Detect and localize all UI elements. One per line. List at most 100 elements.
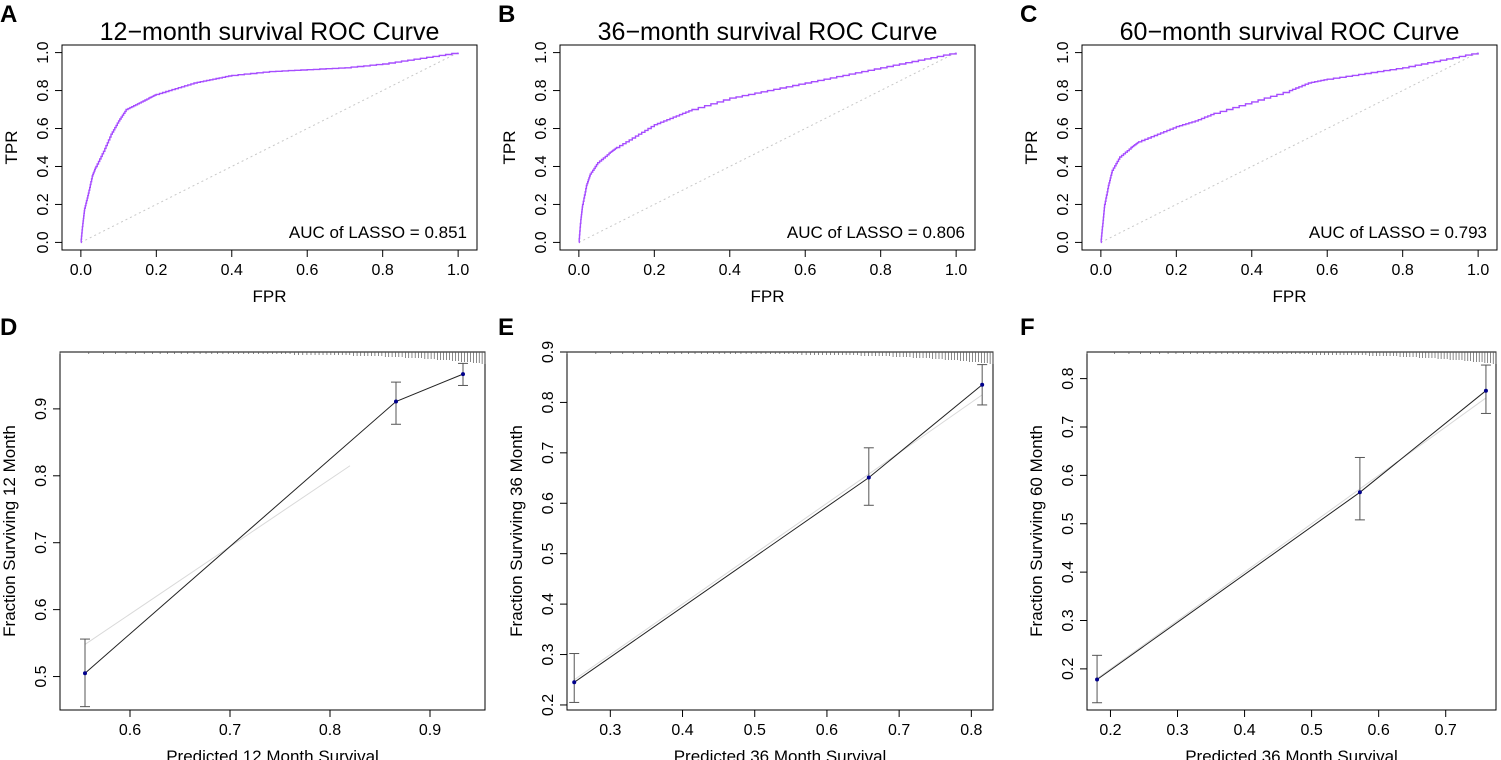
panel-a: A 12−month survival ROC Curve 0.0 0.2 0.4 0.6… [0,1,478,306]
y-tick-label: 1.0 [35,41,52,63]
x-tick-label: 0.4 [719,262,741,279]
calibration-line [84,373,464,674]
panel-e: E 0.3 0.4 0.5 0.6 0.7 0.8 0.2 0.3 0.4 0.5 0.6 0.7 0.8… [498,314,994,760]
x-axis-label: Predicted 36 Month Survival [674,747,887,760]
calibration-point [1357,490,1362,495]
y-tick-label: 0.2 [533,193,550,215]
y-tick-label: 0.6 [533,117,550,139]
roc-curve [80,52,459,244]
rug-marks [566,352,994,364]
y-tick-label: 0.4 [533,155,550,177]
x-tick-label: 0.8 [870,262,892,279]
x-axis-label: Predicted 36 Month Survival [1185,747,1398,760]
calibration-point [866,475,871,480]
y-axis-label: Fraction Surviving 12 Month [0,425,19,637]
plot-frame [1081,44,1498,251]
y-tick-label: 0.8 [533,79,550,101]
rug-marks [1086,352,1497,364]
y-tick-label: 0.6 [33,598,50,620]
y-tick-label: 0.4 [35,155,52,177]
panel-letter: F [1020,314,1035,341]
calibration-line [573,384,983,683]
x-tick-label: 0.2 [1099,722,1121,739]
x-axis-label: Predicted 12 Month Survival [166,747,379,760]
y-tick-label: 0.2 [35,193,52,215]
y-tick-label: 1.0 [533,41,550,63]
y-tick-label: 0.6 [35,117,52,139]
chart-title: 36−month survival ROC Curve [598,18,938,46]
y-tick-label: 1.0 [1055,41,1072,63]
chance-line [80,52,459,243]
x-tick-label: 0.6 [816,722,838,739]
panel-letter: E [498,314,514,341]
y-tick-label: 0.0 [1055,231,1072,253]
y-tick-label: 0.9 [540,341,557,363]
y-tick-label: 0.0 [533,231,550,253]
calibration-point [83,671,87,676]
rug-marks [59,352,486,364]
x-tick-label: 0.0 [568,262,590,279]
calibration-point [572,680,577,685]
x-tick-label: 0.6 [119,722,141,739]
x-axis-label: FPR [751,287,785,306]
y-axis-label: TPR [1022,131,1041,165]
y-tick-label: 0.8 [540,391,557,413]
x-tick-label: 0.3 [599,722,621,739]
y-tick-label: 0.0 [35,231,52,253]
y-tick-label: 0.7 [540,442,557,464]
auc-annotation: AUC of LASSO = 0.806 [787,223,965,242]
y-tick-label: 0.7 [33,531,50,553]
y-tick-label: 0.2 [1060,658,1077,680]
auc-annotation: AUC of LASSO = 0.793 [1309,223,1487,242]
x-tick-label: 0.7 [219,722,241,739]
x-tick-label: 0.4 [221,262,243,279]
x-tick-label: 0.6 [1368,722,1390,739]
y-tick-label: 0.6 [1060,464,1077,486]
plot-frame [61,44,478,251]
x-tick-label: 0.8 [319,722,341,739]
chance-line [578,52,957,243]
x-tick-label: 0.9 [419,722,441,739]
chance-line [1100,52,1479,243]
y-tick-label: 0.5 [540,542,557,564]
panel-letter: A [0,1,17,28]
ideal-line [84,465,351,645]
x-tick-label: 0.8 [372,262,394,279]
x-tick-label: 0.8 [1392,262,1414,279]
ideal-line [573,394,983,681]
y-tick-label: 0.2 [540,694,557,716]
plot-frame [1086,351,1497,711]
x-tick-label: 0.4 [1233,722,1255,739]
y-axis-label: TPR [500,131,519,165]
x-tick-label: 0.5 [1300,722,1322,739]
y-tick-label: 0.6 [1055,117,1072,139]
calibration-point [980,382,985,387]
x-tick-label: 0.4 [1241,262,1263,279]
x-tick-label: 0.0 [70,262,92,279]
y-tick-label: 0.2 [1055,193,1072,215]
x-tick-label: 1.0 [1467,262,1489,279]
roc-curve [1100,52,1479,244]
x-tick-label: 1.0 [447,262,469,279]
y-tick-label: 0.4 [1060,561,1077,583]
x-tick-label: 0.4 [671,722,693,739]
y-tick-label: 0.8 [33,465,50,487]
auc-annotation: AUC of LASSO = 0.851 [289,223,467,242]
roc-curve [578,52,957,244]
panel-d: D 0.6 0.7 0.8 0.9 0.5 0.6 0.7 0.8 0.9 Predicted 12… [0,314,486,760]
x-tick-label: 0.2 [145,262,167,279]
y-tick-label: 0.4 [1055,155,1072,177]
calibration-point [394,399,398,404]
chart-title: 60−month survival ROC Curve [1120,18,1460,46]
panel-b: B 36−month survival ROC Curve 0.0 0.2 0.4 0.6… [498,1,976,306]
y-tick-label: 0.7 [1060,416,1077,438]
x-tick-label: 0.0 [1090,262,1112,279]
x-axis-label: FPR [253,287,287,306]
x-tick-label: 0.6 [296,262,318,279]
ideal-line [1096,397,1487,679]
x-tick-label: 0.7 [1435,722,1457,739]
calibration-point [1095,677,1100,682]
plot-frame [59,351,486,711]
y-tick-label: 0.8 [1055,79,1072,101]
